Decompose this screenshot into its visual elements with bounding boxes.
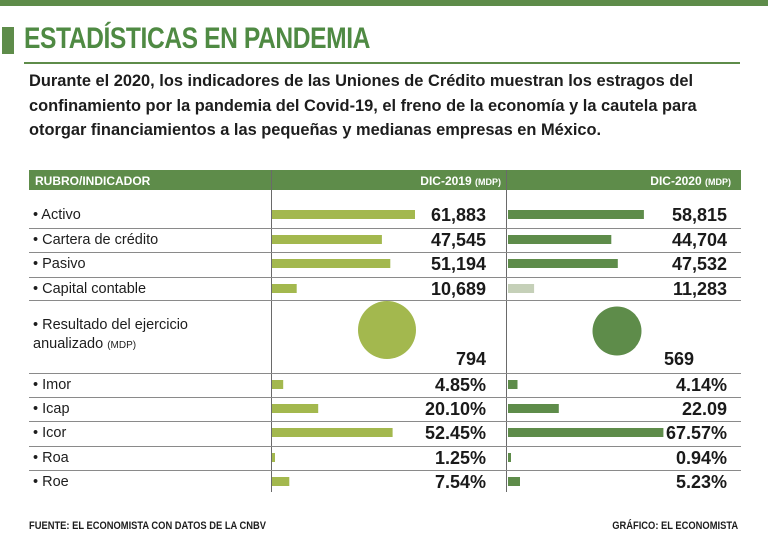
page-title: ESTADÍSTICAS EN PANDEMIA <box>24 22 370 55</box>
value-2020: 4.14% <box>675 375 727 395</box>
row-separator <box>29 470 741 471</box>
bar-2020 <box>508 235 612 244</box>
bar-2019 <box>272 477 290 486</box>
value-2020: 569 <box>664 349 695 369</box>
row-separator <box>29 421 741 422</box>
bar-2020 <box>508 453 511 462</box>
row-separator <box>29 277 741 278</box>
row-label: • Icap <box>33 401 70 417</box>
bar-2020 <box>508 380 518 389</box>
bar-2020 <box>508 404 559 413</box>
bar-2019 <box>272 404 319 413</box>
row-label: • Icor <box>33 425 67 441</box>
credit-note: GRÁFICO: EL ECONOMISTA <box>612 520 738 532</box>
value-2020: 67.57% <box>665 423 727 443</box>
row-label: • Roa <box>33 450 69 466</box>
top-accent-bar <box>0 0 768 6</box>
value-2020: 22.09 <box>681 399 727 419</box>
column-divider-2020 <box>506 170 507 492</box>
row-label: • Pasivo <box>33 256 86 272</box>
bar-2019 <box>272 259 391 268</box>
row-label: • Imor <box>33 377 72 393</box>
row-label-unit: (MDP) <box>107 340 137 351</box>
column-divider-2019 <box>271 170 272 492</box>
value-2019: 20.10% <box>424 399 486 419</box>
row-label: • Cartera de crédito <box>33 232 159 248</box>
value-2020: 11,283 <box>672 279 727 299</box>
bar-2020 <box>508 428 664 437</box>
bar-2019 <box>272 453 275 462</box>
value-2020: 47,532 <box>671 254 727 274</box>
bar-2020 <box>508 284 535 293</box>
header-2020-unit: (MDP) <box>705 177 731 187</box>
bar-2019 <box>272 428 393 437</box>
value-2019: 47,545 <box>430 230 486 250</box>
header-indicator: RUBRO/INDICADOR <box>35 174 151 188</box>
bar-2019 <box>272 380 284 389</box>
row-label-text: • Resultado del ejercicio anualizado <box>33 317 188 352</box>
value-2019: 51,194 <box>430 254 486 274</box>
row-separator <box>29 397 741 398</box>
row-label: • Activo <box>33 207 81 223</box>
value-2019: 4.85% <box>434 375 486 395</box>
bar-2019 <box>272 284 297 293</box>
header-2020-label: DIC-2020 <box>650 174 702 188</box>
intro-text: Durante el 2020, los indicadores de las … <box>29 72 697 139</box>
table-header: RUBRO/INDICADOR DIC-2019 (MDP) DIC-2020 … <box>29 170 741 190</box>
header-2020: DIC-2020 (MDP) <box>650 174 731 188</box>
row-label: • Resultado del ejercicio anualizado (MD… <box>33 316 233 355</box>
value-2020: 58,815 <box>671 205 727 225</box>
value-2020: 0.94% <box>675 448 727 468</box>
value-2019: 61,883 <box>430 205 486 225</box>
row-label: • Capital contable <box>33 281 147 297</box>
value-2019: 7.54% <box>434 472 486 492</box>
row-separator <box>29 300 741 301</box>
row-separator <box>29 373 741 374</box>
bar-2019 <box>272 235 382 244</box>
value-2020: 5.23% <box>675 472 727 492</box>
row-separator <box>29 252 741 253</box>
header-2019-label: DIC-2019 <box>420 174 472 188</box>
bar-2020 <box>508 210 644 219</box>
bubble-2019 <box>358 301 416 359</box>
title-accent-mark <box>2 27 14 54</box>
header-2019-unit: (MDP) <box>475 177 501 187</box>
value-2019: 10,689 <box>430 279 486 299</box>
bubble-2020 <box>592 306 642 356</box>
value-2019: 52.45% <box>424 423 486 443</box>
row-label: • Roe <box>33 474 69 490</box>
value-2019: 1.25% <box>434 448 486 468</box>
bar-2019 <box>272 210 415 219</box>
row-separator <box>29 228 741 229</box>
header-2019: DIC-2019 (MDP) <box>420 174 501 188</box>
value-2019: 794 <box>455 349 486 369</box>
bar-2020 <box>508 259 618 268</box>
row-separator <box>29 446 741 447</box>
source-note: FUENTE: EL ECONOMISTA CON DATOS DE LA CN… <box>29 520 267 532</box>
value-2020: 44,704 <box>671 230 727 250</box>
bar-2020 <box>508 477 520 486</box>
title-rule <box>24 62 740 64</box>
